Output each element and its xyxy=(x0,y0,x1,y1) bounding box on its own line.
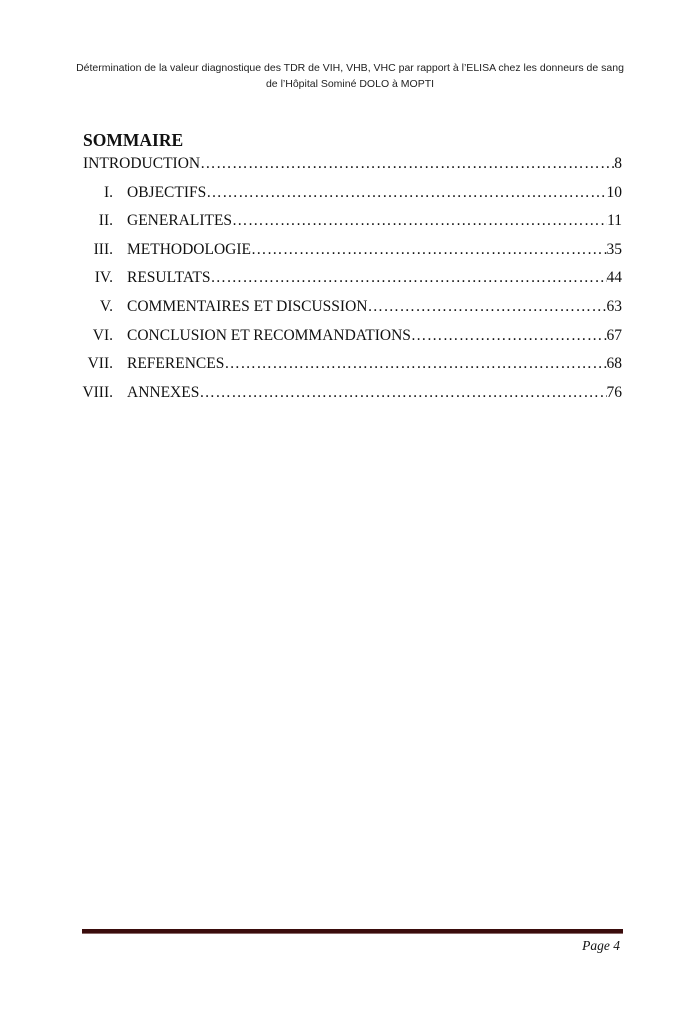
toc-entry[interactable]: VII. REFERENCES 68 xyxy=(60,355,622,384)
toc-entry-page: 76 xyxy=(606,383,623,401)
table-of-contents: INTRODUCTION 8 I. OBJECTIFS 10 II. GENERALIT… xyxy=(60,155,622,412)
toc-entry[interactable]: II. GENERALITES 11 xyxy=(60,212,622,241)
toc-entry-label: INTRODUCTION xyxy=(83,155,201,172)
toc-entry-label: METHODOLOGIE xyxy=(127,240,251,258)
dot-leader xyxy=(210,269,606,287)
toc-entry-label: COMMENTAIRES ET DISCUSSION xyxy=(127,297,368,315)
toc-entry-number: V. xyxy=(99,297,113,315)
toc-title: SOMMAIRE xyxy=(83,130,184,150)
toc-entry-number: III. xyxy=(93,240,113,258)
toc-entry-page: 8 xyxy=(614,155,622,172)
toc-entry[interactable]: IV. RESULTATS 44 xyxy=(60,269,622,298)
toc-entry-label: RESULTATS xyxy=(127,269,211,287)
toc-entry-page: 67 xyxy=(606,326,623,344)
dot-leader xyxy=(411,327,607,345)
toc-entry[interactable]: VIII. ANNEXES 76 xyxy=(60,384,622,413)
toc-entry-number: II. xyxy=(98,212,113,230)
toc-entry[interactable]: III. METHODOLOGIE 35 xyxy=(60,241,622,270)
toc-entry[interactable]: I. OBJECTIFS 10 xyxy=(60,184,622,213)
toc-entry-number: I. xyxy=(103,183,113,201)
toc-entry-page: 44 xyxy=(606,269,623,287)
toc-entry-page: 68 xyxy=(606,355,623,373)
toc-entry-number: VIII. xyxy=(82,383,113,401)
toc-entry-number: VI. xyxy=(92,326,113,344)
footer-rule xyxy=(82,929,623,934)
toc-entry-label: GENERALITES xyxy=(127,212,233,230)
dot-leader xyxy=(367,298,606,316)
toc-entry-page: 10 xyxy=(606,183,623,201)
toc-entry-page: 35 xyxy=(606,240,623,258)
page-header: Détermination de la valeur diagnostique … xyxy=(76,62,624,90)
page-number: Page 4 xyxy=(582,938,620,953)
dot-leader xyxy=(206,184,606,202)
dot-leader xyxy=(199,384,606,402)
toc-entry-page: 63 xyxy=(606,297,623,315)
toc-entry-label: OBJECTIFS xyxy=(127,183,207,201)
toc-entry-label: ANNEXES xyxy=(127,383,200,401)
toc-entry-page: 11 xyxy=(607,212,622,230)
toc-entry[interactable]: VI. CONCLUSION ET RECOMMANDATIONS 67 xyxy=(60,327,622,356)
toc-entry-label: CONCLUSION ET RECOMMANDATIONS xyxy=(127,326,411,344)
toc-entry-introduction[interactable]: INTRODUCTION 8 xyxy=(60,155,622,184)
dot-leader xyxy=(232,212,607,230)
toc-entry-number: VII. xyxy=(87,355,113,373)
dot-leader xyxy=(224,355,606,373)
toc-entry[interactable]: V. COMMENTAIRES ET DISCUSSION 63 xyxy=(60,298,622,327)
dot-leader xyxy=(251,241,607,259)
dot-leader xyxy=(200,155,614,173)
toc-entry-number: IV. xyxy=(94,269,113,287)
toc-entry-label: REFERENCES xyxy=(127,355,225,373)
